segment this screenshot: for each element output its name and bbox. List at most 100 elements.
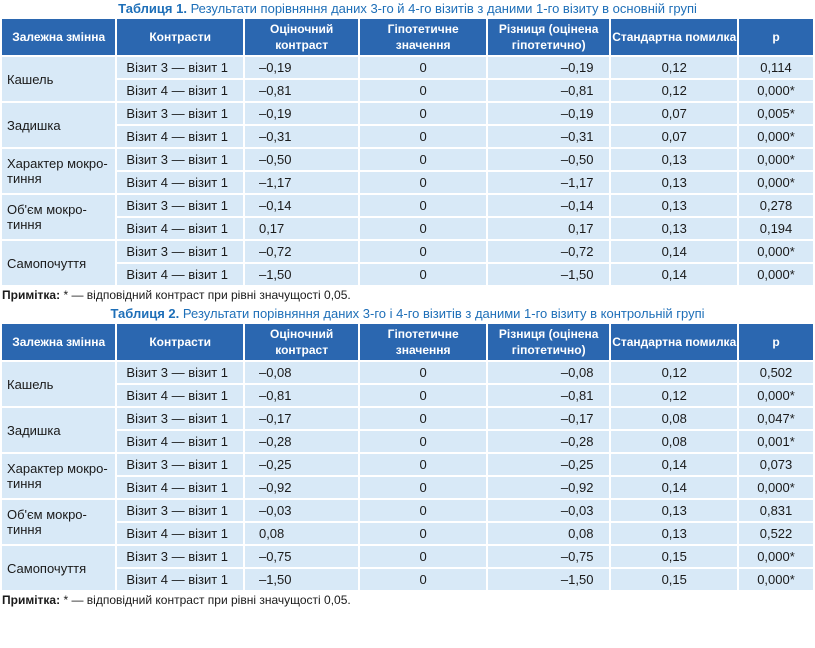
contrast-cell: Візит 4 — візит 1 — [117, 264, 243, 285]
contrast-cell: Візит 4 — візит 1 — [117, 218, 243, 239]
contrast-cell: Візит 4 — візит 1 — [117, 569, 243, 590]
estimate-cell: –0,17 — [244, 408, 359, 429]
estimate-cell: –0,75 — [244, 546, 359, 567]
table-2-caption: Таблиця 2. Результати порівняння даних 3… — [0, 305, 815, 322]
standard-error-cell: 0,15 — [611, 546, 738, 567]
standard-error-cell: 0,08 — [611, 408, 738, 429]
difference-cell: 0,08 — [487, 523, 610, 544]
estimate-cell: –0,50 — [244, 149, 359, 170]
difference-cell: –0,19 — [487, 57, 610, 78]
dependent-variable-cell: Задишка — [2, 408, 116, 452]
contrast-cell: Візит 4 — візит 1 — [117, 431, 243, 452]
dependent-variable-cell: Кашель — [2, 57, 116, 101]
standard-error-cell: 0,14 — [611, 477, 738, 498]
p-value-cell: 0,000* — [739, 241, 813, 262]
p-value-cell: 0,502 — [739, 362, 813, 383]
standard-error-cell: 0,14 — [611, 454, 738, 475]
hypothetical-value-cell: 0 — [360, 195, 486, 216]
table-2-header-row: Залежна змінна Контрасти Оціночний контр… — [2, 324, 813, 360]
standard-error-cell: 0,12 — [611, 385, 738, 406]
estimate-cell: –1,50 — [244, 569, 359, 590]
estimate-cell: 0,08 — [244, 523, 359, 544]
difference-cell: –0,81 — [487, 80, 610, 101]
table-1-body: Кашель Візит 3 — візит 1 –0,19 0 –0,19 0,12 0,… — [2, 57, 813, 285]
table-row: Візит 4 — візит 1 –0,31 0 –0,31 0,07 0,000* — [2, 126, 813, 147]
p-value-cell: 0,000* — [739, 264, 813, 285]
header-standard-error: Стандартна помилка — [611, 324, 738, 360]
table-2-note-label: Примітка: — [2, 593, 61, 607]
table-row: Візит 4 — візит 1 –0,81 0 –0,81 0,12 0,000* — [2, 385, 813, 406]
table-1-title: Результати порівняння даних 3-го й 4-го … — [190, 1, 697, 16]
table-2-note-text: * — відповідний контраст при рівні значу… — [63, 593, 351, 607]
standard-error-cell: 0,07 — [611, 103, 738, 124]
hypothetical-value-cell: 0 — [360, 80, 486, 101]
hypothetical-value-cell: 0 — [360, 172, 486, 193]
difference-cell: 0,17 — [487, 218, 610, 239]
p-value-cell: 0,000* — [739, 569, 813, 590]
table-row: Візит 4 — візит 1 0,17 0 0,17 0,13 0,194 — [2, 218, 813, 239]
table-1-header-row: Залежна змінна Контрасти Оціночний контр… — [2, 19, 813, 55]
standard-error-cell: 0,08 — [611, 431, 738, 452]
p-value-cell: 0,000* — [739, 546, 813, 567]
difference-cell: –0,92 — [487, 477, 610, 498]
p-value-cell: 0,194 — [739, 218, 813, 239]
estimate-cell: 0,17 — [244, 218, 359, 239]
difference-cell: –0,03 — [487, 500, 610, 521]
table-row: Кашель Візит 3 — візит 1 –0,19 0 –0,19 0,12 0,… — [2, 57, 813, 101]
dependent-variable-cell: Кашель — [2, 362, 116, 406]
table-row: Візит 4 — візит 1 –1,17 0 –1,17 0,13 0,000* — [2, 172, 813, 193]
contrast-cell: Візит 3 — візит 1 — [117, 57, 243, 78]
standard-error-cell: 0,12 — [611, 80, 738, 101]
contrast-cell: Візит 4 — візит 1 — [117, 80, 243, 101]
standard-error-cell: 0,13 — [611, 218, 738, 239]
table-1-note-label: Примітка: — [2, 288, 61, 302]
hypothetical-value-cell: 0 — [360, 362, 486, 383]
difference-cell: –0,19 — [487, 103, 610, 124]
header-difference: Різниця (оцінена гіпотетично) — [487, 19, 610, 55]
table-2-number: Таблиця 2. — [110, 306, 180, 321]
contrast-cell: Візит 4 — візит 1 — [117, 523, 243, 544]
difference-cell: –1,17 — [487, 172, 610, 193]
standard-error-cell: 0,13 — [611, 149, 738, 170]
contrast-cell: Візит 3 — візит 1 — [117, 454, 243, 475]
standard-error-cell: 0,13 — [611, 195, 738, 216]
hypothetical-value-cell: 0 — [360, 57, 486, 78]
hypothetical-value-cell: 0 — [360, 431, 486, 452]
table-row: Візит 4 — візит 1 –1,50 0 –1,50 0,14 0,000* — [2, 264, 813, 285]
hypothetical-value-cell: 0 — [360, 454, 486, 475]
contrast-cell: Візит 3 — візит 1 — [117, 103, 243, 124]
estimate-cell: –0,31 — [244, 126, 359, 147]
table-1-note-text: * — відповідний контраст при рівні значу… — [63, 288, 351, 302]
difference-cell: –0,72 — [487, 241, 610, 262]
p-value-cell: 0,000* — [739, 149, 813, 170]
hypothetical-value-cell: 0 — [360, 569, 486, 590]
hypothetical-value-cell: 0 — [360, 408, 486, 429]
dependent-variable-cell: Характер мокро-тиння — [2, 149, 116, 193]
table-2-body: Кашель Візит 3 — візит 1 –0,08 0 –0,08 0,12 0,… — [2, 362, 813, 590]
table-row: Задишка Візит 3 — візит 1 –0,17 0 –0,17 0,08 0… — [2, 408, 813, 452]
table-row: Характер мокро-тиння Візит 3 — візит 1 –0,… — [2, 454, 813, 498]
table-row: Самопочуття Візит 3 — візит 1 –0,72 0 –0,72 0… — [2, 241, 813, 285]
contrast-cell: Візит 4 — візит 1 — [117, 385, 243, 406]
header-contrasts: Контрасти — [117, 19, 243, 55]
table-row: Характер мокро-тиння Візит 3 — візит 1 –0,… — [2, 149, 813, 193]
estimate-cell: –0,14 — [244, 195, 359, 216]
p-value-cell: 0,000* — [739, 80, 813, 101]
table-row: Об'єм мокро-тиння Візит 3 — візит 1 –0,03 0… — [2, 500, 813, 544]
standard-error-cell: 0,13 — [611, 172, 738, 193]
table-row: Задишка Візит 3 — візит 1 –0,19 0 –0,19 0,07 0… — [2, 103, 813, 147]
p-value-cell: 0,000* — [739, 126, 813, 147]
contrast-cell: Візит 3 — візит 1 — [117, 149, 243, 170]
dependent-variable-cell: Об'єм мокро-тиння — [2, 500, 116, 544]
hypothetical-value-cell: 0 — [360, 500, 486, 521]
hypothetical-value-cell: 0 — [360, 523, 486, 544]
hypothetical-value-cell: 0 — [360, 149, 486, 170]
table-row: Самопочуття Візит 3 — візит 1 –0,75 0 –0,75 0… — [2, 546, 813, 590]
contrast-cell: Візит 3 — візит 1 — [117, 408, 243, 429]
contrast-cell: Візит 3 — візит 1 — [117, 500, 243, 521]
contrast-cell: Візит 3 — візит 1 — [117, 241, 243, 262]
estimate-cell: –0,08 — [244, 362, 359, 383]
p-value-cell: 0,000* — [739, 385, 813, 406]
estimate-cell: –0,81 — [244, 80, 359, 101]
hypothetical-value-cell: 0 — [360, 264, 486, 285]
